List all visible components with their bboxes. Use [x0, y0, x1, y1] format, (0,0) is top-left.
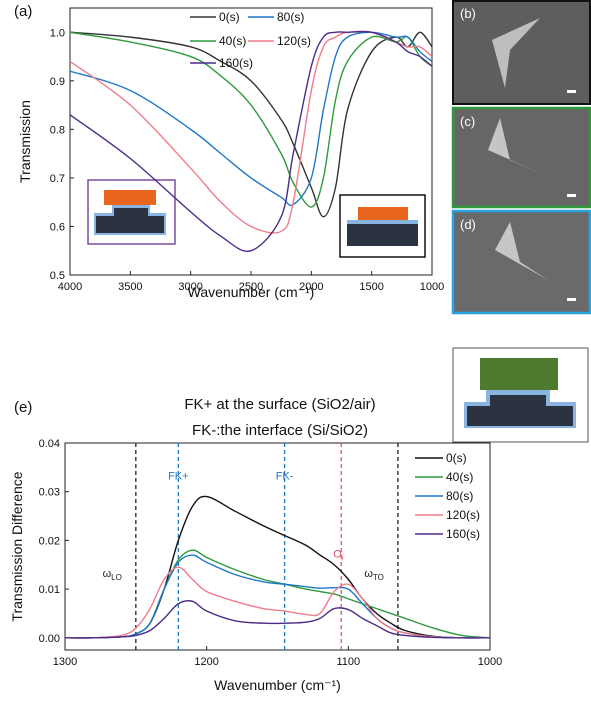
y-tick-label: 0.5: [50, 270, 65, 282]
y-axis-label: Transmission: [17, 100, 33, 183]
x-axis-label: Wavenumber (cm⁻¹): [214, 677, 341, 693]
y-tick-label: 0.03: [39, 487, 60, 499]
x-tick-label: 1500: [359, 281, 383, 293]
y-tick-label: 0.8: [50, 124, 65, 136]
x-tick-label: 2000: [299, 281, 323, 293]
series-line: [69, 31, 433, 218]
sem-panel: (d): [451, 209, 591, 315]
x-tick-label: 1300: [53, 656, 77, 668]
annotation-text: FK+: [168, 471, 188, 483]
inset-schematic: [339, 194, 426, 258]
inset-schematic: [87, 179, 176, 245]
y-tick-label: 0.00: [39, 633, 60, 645]
series-line: [64, 495, 491, 639]
annotation: FK+: [168, 471, 188, 483]
x-tick-label: 3500: [118, 281, 142, 293]
annotation: Oi: [333, 548, 344, 562]
legend-label: 0(s): [446, 451, 467, 465]
annotation-sub: i: [342, 553, 344, 562]
x-tick-label: 2500: [239, 281, 263, 293]
legend-label: 160(s): [219, 56, 253, 70]
series-line: [69, 31, 433, 208]
annotation: ωTO: [364, 568, 384, 582]
x-tick-label: 4000: [58, 281, 82, 293]
series-line: [69, 31, 433, 207]
y-tick-label: 1.0: [50, 27, 65, 39]
x-tick-label: 3000: [178, 281, 202, 293]
plot-frame: [64, 442, 491, 651]
x-tick-label: 1100: [337, 656, 361, 668]
legend-label: 40(s): [446, 470, 473, 484]
y-tick-label: 0.01: [39, 584, 60, 596]
panel-label: (d): [460, 217, 476, 232]
legend-label: 80(s): [277, 10, 304, 24]
y-axis-label: Transmission Difference: [9, 471, 25, 621]
y-tick-label: 0.6: [50, 221, 65, 233]
sem-panel: (c): [451, 106, 591, 209]
x-axis-label: Wavenumber (cm⁻¹): [188, 284, 315, 300]
chart-title: FK+ at the surface (SiO2/air): [184, 396, 375, 413]
x-tick-label: 1000: [420, 281, 444, 293]
y-tick-label: 0.9: [50, 76, 65, 88]
legend-label: 0(s): [219, 10, 240, 24]
series-line: [64, 566, 491, 639]
inset-schematic: [452, 347, 589, 443]
x-tick-label: 1200: [194, 656, 218, 668]
annotation: ωLO: [103, 568, 122, 582]
annotation-sub: TO: [373, 573, 384, 582]
y-tick-label: 0.02: [39, 535, 60, 547]
panel-label: (e): [14, 399, 32, 416]
panel-label: (a): [14, 3, 32, 20]
annotation-text: O: [333, 548, 342, 560]
chart-title: FK-:the interface (Si/SiO2): [192, 422, 368, 439]
series-line: [64, 600, 491, 639]
panel-label: (c): [460, 114, 475, 129]
x-tick-label: 1000: [478, 656, 502, 668]
y-tick-label: 0.04: [39, 438, 60, 450]
sem-panel: (b): [452, 0, 591, 105]
legend-label: 80(s): [446, 489, 473, 503]
chart: 4000 3500 3000 2500 2000 1500 1000 0.5 0.6 0.7 0.8…: [14, 3, 444, 300]
legend-label: 160(s): [446, 527, 480, 541]
annotation-text: FK-: [276, 471, 294, 483]
annotation-text: ω: [364, 568, 373, 580]
annotation: FK-: [276, 471, 294, 483]
panel-label: (b): [460, 6, 476, 21]
series-line: [64, 549, 491, 639]
annotation-text: ω: [103, 568, 112, 580]
series-line: [69, 30, 433, 252]
annotation-sub: LO: [111, 573, 122, 582]
series-line: [69, 30, 433, 234]
legend-label: 120(s): [446, 508, 480, 522]
legend-label: 120(s): [277, 34, 311, 48]
legend-label: 40(s): [219, 34, 246, 48]
y-tick-label: 0.7: [50, 173, 65, 185]
chart: 1300 1200 1100 1000 0.00 0.01 0.02 0.03 0.04 Wave…: [9, 396, 502, 693]
charts: 4000 3500 3000 2500 2000 1500 1000 0.5 0.6 0.7 0.8…: [9, 3, 502, 693]
